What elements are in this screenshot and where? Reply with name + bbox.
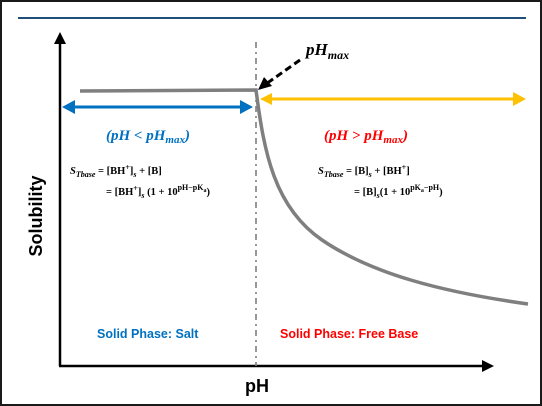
left-eq2-c: (1 + 10 [144,187,177,198]
ph-max-pointer-arrowhead [258,77,272,90]
salt-phase-label: Solid Phase: Salt [97,327,199,341]
right-equation-line-2: = [B]s(1 + 10pKa−pH) [354,183,443,200]
left-condition-label: (pH < pHmax) [106,128,190,146]
left-eq2-sup: + [133,184,138,193]
left-condition-open: (pH < pH [106,128,167,144]
free-base-phase-label: Solid Phase: Free Base [280,327,418,341]
left-condition-sub: max [165,134,185,146]
left-eq1-sub: Tbase [76,170,96,179]
right-eq2-b: (1 + 10 [380,187,410,198]
right-eq2-sub: s [376,191,380,200]
right-eq2-c: ) [439,187,443,198]
y-axis-arrowhead [54,32,66,44]
left-eq2-d: ) [206,187,210,198]
left-eq2-exp-sub: a [203,188,206,194]
solubility-curve [79,88,529,306]
left-eq1-rhs-a: = [BH [95,166,125,177]
y-axis-label: Solubility [26,176,46,257]
left-eq2-a: = [BH [106,187,133,198]
right-eq2-exp: pK [410,183,421,192]
ph-max-label: pHmax [304,40,349,62]
salt-region-arrowhead-right [240,100,253,114]
right-condition-label: (pH > pHmax) [324,128,408,146]
left-eq1-sub2: s [132,170,136,179]
right-condition-close: ) [401,128,408,144]
right-eq2-exp-sub: a [421,188,424,194]
right-equation-line-1: STbase = [B]s + [BH+] [318,163,410,179]
salt-region-arrowhead-left [62,100,75,114]
left-eq2-b: ] [138,187,142,198]
left-eq2-sub: s [140,191,144,200]
free-base-region-arrowhead-right [513,92,526,106]
right-eq1-b: + [BH [372,166,402,177]
ph-max-pointer-arrow [265,58,301,86]
right-eq2-a: = [B] [354,187,377,198]
right-eq1-sub: Tbase [324,170,344,179]
left-equation-line-2: = [BH+]s (1 + 10pH−pKa) [106,183,210,200]
ph-max-main: pH [304,40,329,59]
left-eq1-rhs-c: + [B] [137,166,162,177]
right-eq1-c: ] [406,166,410,177]
right-eq2-exp2: −pH [424,183,440,192]
left-equation-line-1: STbase = [BH+]s + [B] [70,163,162,179]
right-eq1-sub2: s [368,170,372,179]
left-eq2-exp: pH−pK [178,183,205,192]
left-condition-close: ) [183,128,190,144]
left-eq1-rhs-b: ] [130,166,134,177]
left-eq1-sup: + [125,163,130,172]
ph-max-sub: max [328,48,349,62]
right-condition-sub: max [383,134,403,146]
free-base-region-arrowhead-left [260,93,272,105]
x-axis-arrowhead [482,360,494,372]
left-eq1-s: S [70,166,76,177]
right-eq1-sup: + [402,163,407,172]
x-axis-label: pH [245,376,269,396]
right-condition-open: (pH > pH [324,128,385,144]
right-eq1-a: = [B] [343,166,368,177]
right-eq1-s: S [318,166,324,177]
